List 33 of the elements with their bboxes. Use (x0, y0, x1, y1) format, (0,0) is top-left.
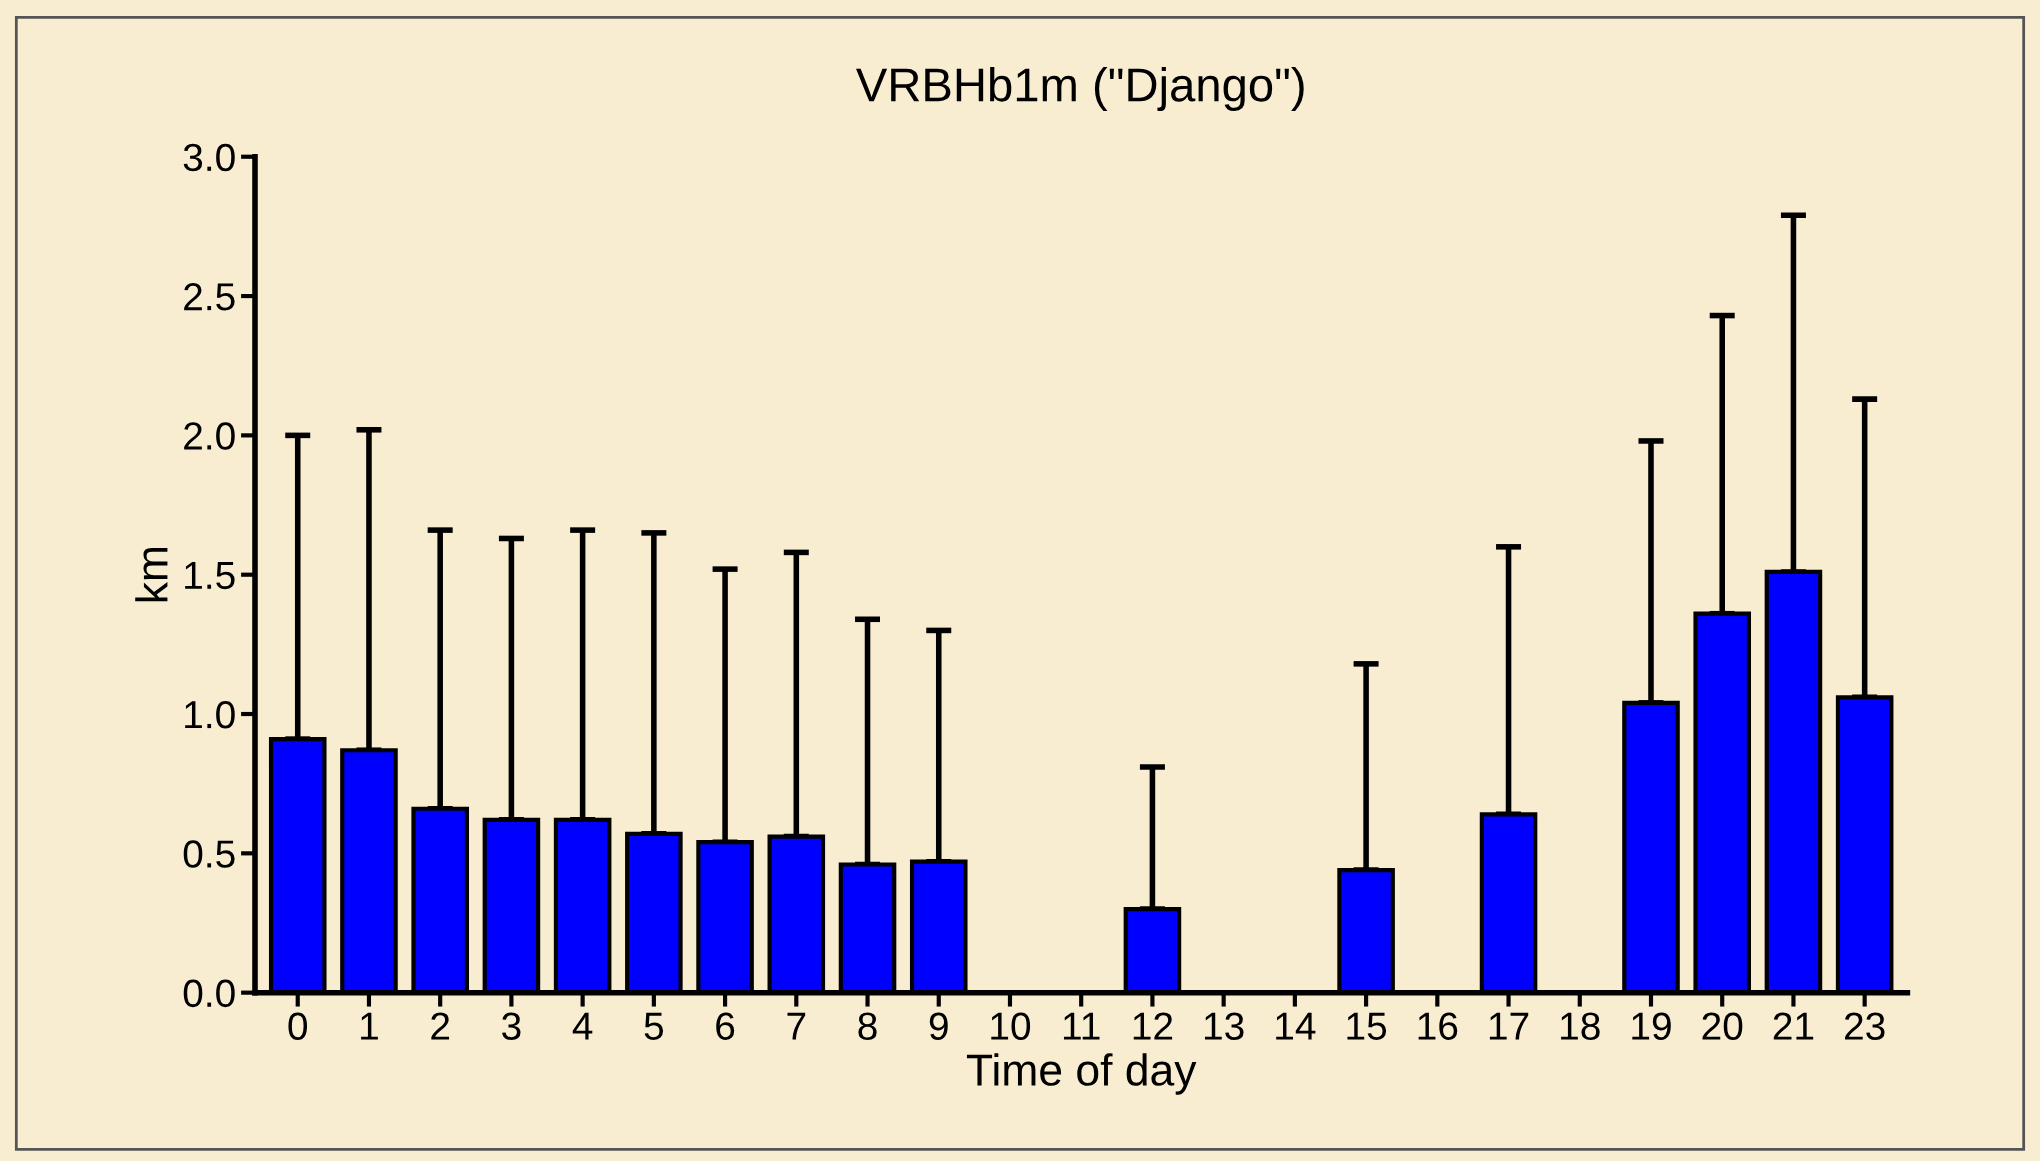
x-tick-label: 23 (1845, 1012, 1885, 1040)
x-tick-label: 16 (1418, 1012, 1458, 1040)
x-tick-label: 0 (288, 1012, 308, 1040)
x-tick-label: 10 (991, 1012, 1031, 1040)
y-tick-label: 0.0 (183, 979, 235, 1008)
y-tick-label: 0.5 (183, 840, 235, 868)
y-tick-label: 2.5 (184, 282, 235, 311)
x-tick-label: 20 (1702, 1012, 1743, 1040)
y-axis-title: km (135, 548, 168, 602)
x-tick-label: 18 (1561, 1012, 1600, 1040)
x-tick-label: 2 (431, 1012, 450, 1040)
x-tick-label: 4 (572, 1012, 593, 1040)
chart-title: VRBHb1m ("Django") (856, 66, 1304, 111)
x-tick-label: 9 (929, 1012, 948, 1040)
x-tick-label: 5 (644, 1012, 664, 1040)
x-tick-label: 3 (502, 1012, 521, 1040)
y-tick-label: 1.0 (185, 700, 235, 729)
y-tick-label: 1.5 (185, 562, 235, 590)
x-tick-label: 15 (1347, 1012, 1387, 1040)
x-tick-label: 14 (1276, 1012, 1316, 1040)
x-tick-label: 17 (1489, 1012, 1529, 1040)
x-tick-label: 6 (716, 1012, 735, 1040)
x-tick-label: 19 (1632, 1012, 1671, 1040)
x-tick-label: 21 (1773, 1012, 1814, 1040)
x-tick-label: 7 (787, 1012, 806, 1040)
x-tick-label: 13 (1204, 1012, 1244, 1040)
x-tick-label: 8 (858, 1012, 877, 1040)
x-axis-title: Time of day (966, 1053, 1197, 1095)
y-tick-label: 2.0 (184, 422, 235, 450)
x-tick-label: 1 (361, 1012, 378, 1040)
x-tick-label: 11 (1063, 1012, 1100, 1040)
x-tick-label: 12 (1133, 1012, 1173, 1040)
y-tick-label: 3.0 (183, 143, 235, 172)
